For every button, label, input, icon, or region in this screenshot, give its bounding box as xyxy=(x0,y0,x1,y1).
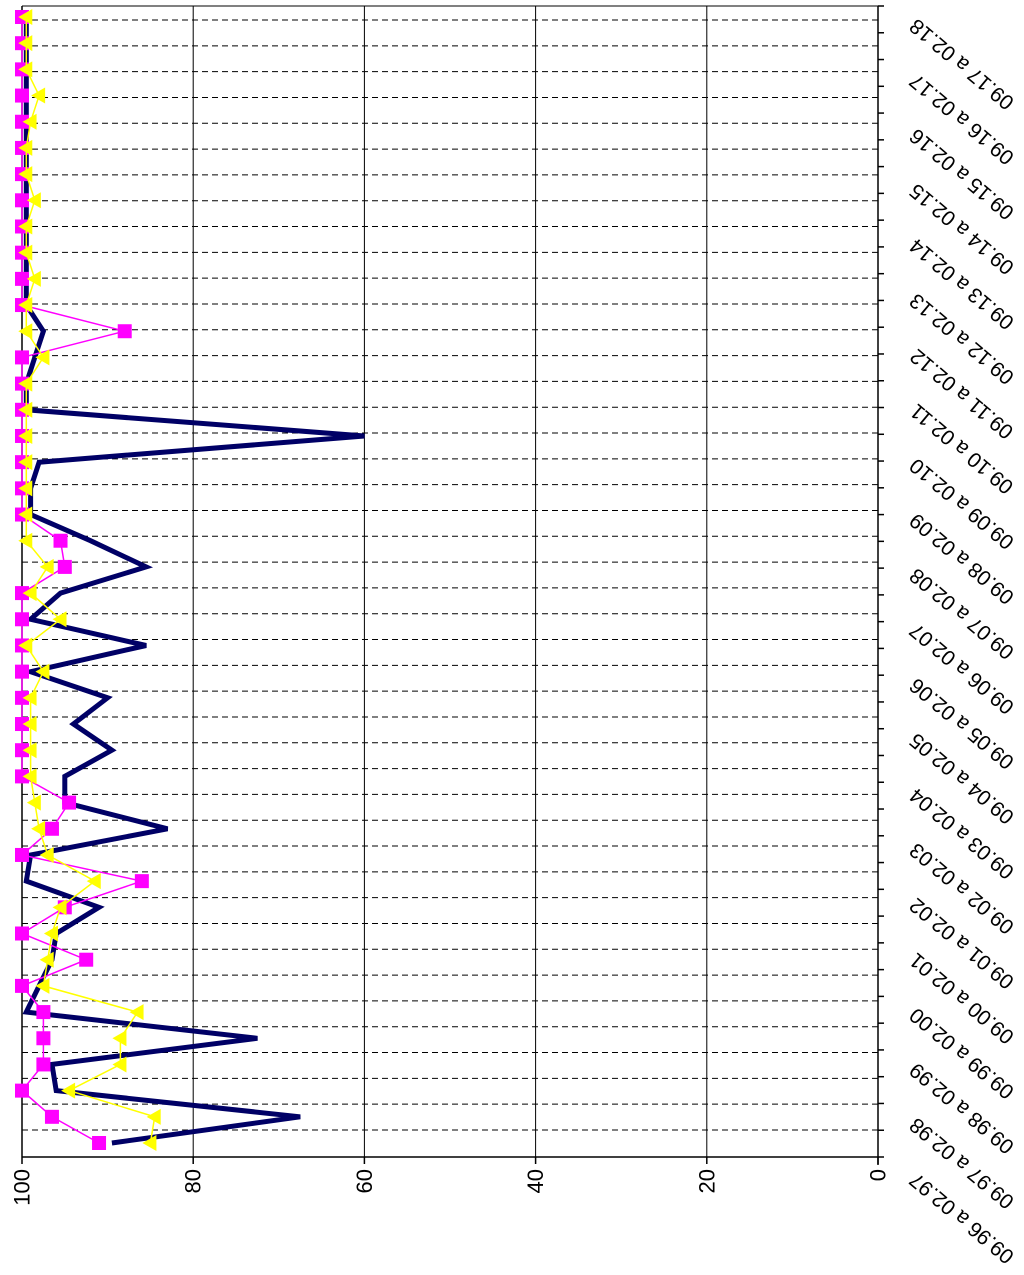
data-point-triangle xyxy=(35,977,50,994)
data-point-triangle xyxy=(18,166,33,183)
value-tick-labels: 0 20 40 60 80 100 xyxy=(10,1169,891,1206)
data-point-triangle xyxy=(142,1135,157,1151)
data-point-triangle xyxy=(39,951,54,968)
value-tick-label: 20 xyxy=(694,1169,719,1193)
data-point-triangle xyxy=(18,506,33,523)
data-point-triangle xyxy=(26,794,41,811)
data-point-square xyxy=(15,690,29,705)
data-point-square xyxy=(62,795,77,810)
data-point-triangle xyxy=(129,1004,144,1021)
data-point-square xyxy=(79,952,94,967)
data-point-triangle xyxy=(31,87,46,104)
value-tick-label: 100 xyxy=(10,1169,35,1206)
data-point-triangle xyxy=(22,113,37,130)
data-point-triangle xyxy=(18,244,33,261)
data-point-square xyxy=(15,847,29,862)
data-point-square xyxy=(15,586,29,601)
data-point-triangle xyxy=(18,139,33,156)
data-point-triangle xyxy=(18,427,33,444)
data-point-triangle xyxy=(18,297,33,314)
data-point-square xyxy=(92,1136,107,1150)
data-point-square xyxy=(15,612,29,627)
data-point-square xyxy=(15,114,29,129)
data-point-square xyxy=(15,1083,29,1098)
data-point-square xyxy=(15,743,29,758)
data-point-triangle xyxy=(35,349,50,366)
data-point-square xyxy=(36,1057,51,1072)
data-point-triangle xyxy=(146,1108,161,1125)
data-point-triangle xyxy=(39,846,54,863)
data-point-square xyxy=(53,533,68,548)
data-point-triangle xyxy=(35,663,50,680)
data-point-square xyxy=(57,559,72,574)
data-point-triangle xyxy=(52,611,67,628)
data-point-triangle xyxy=(18,61,33,78)
data-point-square xyxy=(36,1005,51,1020)
data-point-triangle xyxy=(18,9,33,25)
data-point-square xyxy=(15,271,29,286)
data-point-triangle xyxy=(22,742,37,759)
data-point-triangle xyxy=(112,1056,127,1073)
data-point-triangle xyxy=(18,637,33,654)
data-point-triangle xyxy=(22,768,37,785)
data-point-triangle xyxy=(31,820,46,837)
data-point-square xyxy=(44,1109,59,1124)
data-point-square xyxy=(117,324,132,339)
data-point-square xyxy=(15,664,29,679)
data-point-triangle xyxy=(18,401,33,418)
data-point-square xyxy=(36,1031,51,1046)
data-point-triangle xyxy=(22,716,37,733)
data-point-triangle xyxy=(43,925,58,942)
data-point-triangle xyxy=(52,899,67,916)
data-point-triangle xyxy=(18,532,33,549)
data-point-triangle xyxy=(26,270,41,287)
data-point-square xyxy=(15,769,29,784)
value-tick-label: 0 xyxy=(866,1169,891,1181)
data-point-square xyxy=(44,821,59,836)
series-layer xyxy=(15,9,365,1151)
data-point-triangle xyxy=(61,1082,76,1099)
value-tick-label: 40 xyxy=(523,1169,548,1193)
data-point-triangle xyxy=(39,558,54,575)
data-point-triangle xyxy=(112,1030,127,1047)
value-tick-label: 80 xyxy=(181,1169,206,1193)
value-tick-label: 60 xyxy=(352,1169,377,1193)
gridlines xyxy=(22,6,878,1157)
data-point-triangle xyxy=(18,454,33,471)
series-3 xyxy=(18,9,161,1151)
data-point-square xyxy=(15,978,29,993)
data-point-triangle xyxy=(86,873,101,890)
data-point-triangle xyxy=(22,689,37,706)
data-point-triangle xyxy=(18,375,33,392)
data-point-triangle xyxy=(18,35,33,52)
data-point-triangle xyxy=(26,192,41,209)
data-point-square xyxy=(15,717,29,732)
data-point-square xyxy=(15,350,29,365)
data-point-triangle xyxy=(18,323,33,340)
data-point-triangle xyxy=(18,218,33,235)
data-point-square xyxy=(134,874,149,889)
data-point-triangle xyxy=(22,585,37,602)
data-point-square xyxy=(15,193,29,208)
data-point-square xyxy=(15,88,29,103)
data-point-square xyxy=(15,926,29,941)
data-point-triangle xyxy=(18,480,33,497)
